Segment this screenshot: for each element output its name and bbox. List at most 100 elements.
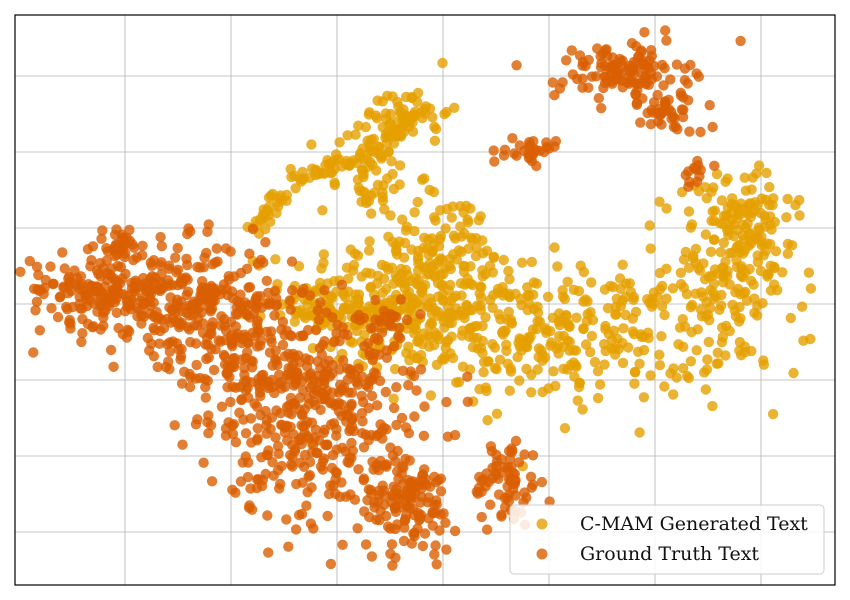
scatter-point <box>553 316 565 327</box>
scatter-point <box>294 173 305 184</box>
scatter-point <box>340 491 352 502</box>
scatter-point <box>400 264 412 276</box>
scatter-point <box>85 261 96 272</box>
scatter-point <box>543 383 554 394</box>
scatter-point <box>683 262 695 273</box>
scatter-point <box>734 345 745 356</box>
scatter-point <box>279 329 290 341</box>
scatter-point <box>680 246 692 258</box>
scatter-point <box>419 173 430 184</box>
scatter-point <box>366 134 377 145</box>
scatter-point <box>634 358 645 369</box>
scatter-point <box>411 385 422 396</box>
scatter-point <box>319 336 330 347</box>
scatter-point <box>788 367 799 379</box>
scatter-point <box>155 325 166 337</box>
scatter-point <box>238 414 249 425</box>
scatter-point <box>170 316 181 327</box>
scatter-point <box>488 252 499 263</box>
scatter-point <box>646 293 658 305</box>
scatter-point <box>580 339 592 350</box>
scatter-point <box>387 168 398 180</box>
scatter-point <box>240 428 252 439</box>
scatter-point <box>463 217 474 228</box>
scatter-point <box>371 400 383 411</box>
scatter-point <box>327 312 338 323</box>
scatter-point <box>298 421 309 432</box>
scatter-point <box>154 338 165 349</box>
scatter-point <box>263 547 274 558</box>
scatter-point <box>547 77 558 88</box>
scatter-point <box>96 233 107 244</box>
scatter-point <box>271 197 283 208</box>
scatter-point <box>151 306 162 318</box>
scatter-point <box>15 266 26 277</box>
scatter-point <box>344 452 355 463</box>
scatter-point <box>721 210 732 222</box>
scatter-point <box>54 292 65 303</box>
legend-label-ground-truth: Ground Truth Text <box>580 543 759 565</box>
scatter-point <box>484 294 496 306</box>
scatter-point <box>429 327 441 338</box>
scatter-point <box>182 259 193 271</box>
scatter-point <box>251 482 263 494</box>
scatter-point <box>577 56 589 68</box>
scatter-point <box>764 181 775 193</box>
scatter-point <box>691 68 702 79</box>
scatter-point <box>181 289 192 301</box>
scatter-point <box>481 524 493 535</box>
scatter-point <box>360 187 371 199</box>
scatter-point <box>409 110 421 122</box>
scatter-point <box>373 464 385 476</box>
scatter-point <box>510 490 521 501</box>
scatter-point <box>338 304 349 315</box>
scatter-point <box>657 59 668 71</box>
scatter-point <box>574 377 585 389</box>
scatter-point <box>415 295 426 306</box>
scatter-point <box>260 405 271 417</box>
scatter-point <box>528 144 539 155</box>
scatter-point <box>244 248 255 259</box>
scatter-point <box>158 282 169 294</box>
scatter-point <box>297 287 308 298</box>
scatter-point <box>305 518 317 529</box>
scatter-point <box>545 340 556 351</box>
scatter-point <box>31 261 43 272</box>
scatter-point <box>724 325 735 337</box>
scatter-point <box>433 255 445 267</box>
scatter-point <box>752 250 763 261</box>
scatter-point <box>220 243 232 254</box>
scatter-point <box>678 92 689 103</box>
scatter-point <box>365 322 376 334</box>
scatter-point <box>720 256 731 267</box>
scatter-point <box>417 540 429 552</box>
scatter-point <box>313 314 325 326</box>
scatter-point <box>160 361 172 373</box>
scatter-point <box>610 349 621 360</box>
scatter-point <box>345 368 356 380</box>
scatter-point <box>388 393 399 404</box>
scatter-point <box>396 412 408 424</box>
scatter-point <box>504 385 515 396</box>
scatter-point <box>590 71 602 82</box>
scatter-point <box>730 287 741 298</box>
scatter-point <box>401 314 413 326</box>
scatter-point <box>288 358 299 370</box>
scatter-point <box>170 252 181 263</box>
scatter-point <box>256 452 267 463</box>
scatter-point <box>373 146 384 157</box>
scatter-point <box>491 449 502 460</box>
scatter-point <box>445 348 456 359</box>
scatter-point <box>516 345 527 356</box>
scatter-point <box>112 276 123 287</box>
scatter-point <box>449 102 460 114</box>
scatter-point <box>444 260 455 272</box>
scatter-point <box>328 480 339 491</box>
scatter-point <box>314 167 325 178</box>
scatter-point <box>491 460 502 472</box>
scatter-point <box>363 402 374 414</box>
scatter-point <box>225 396 236 408</box>
scatter-point <box>263 192 275 203</box>
scatter-point <box>265 423 276 435</box>
scatter-point <box>645 370 656 381</box>
